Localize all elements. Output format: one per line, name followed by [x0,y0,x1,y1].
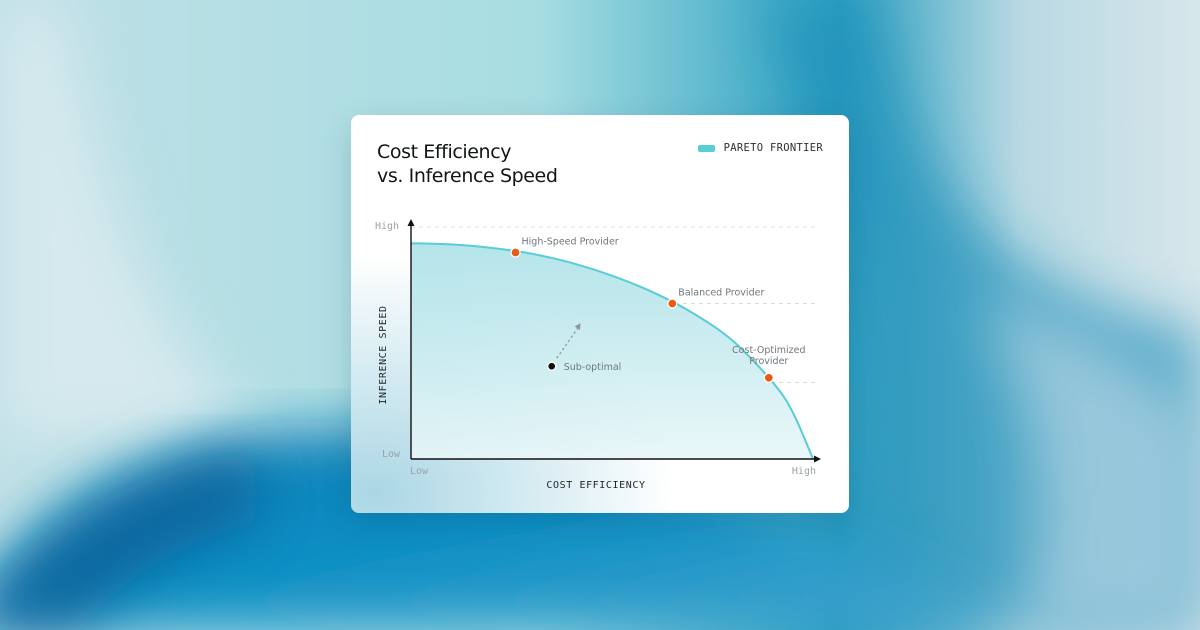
y-axis-title: INFERENCE SPEED [378,305,389,404]
data-point-label-2: Cost-Optimized Provider [732,345,805,367]
legend-label: PARETO FRONTIER [723,142,823,154]
chart-card: Cost Efficiency vs. Inference Speed PARE… [351,115,849,513]
data-point-2 [763,372,774,383]
frontier-area [411,243,813,459]
frontier-line [410,242,814,460]
improvement-arrow [556,327,579,359]
y-axis-arrowhead [407,219,415,226]
data-point-label-3: Sub-optimal [564,362,622,373]
data-points: High-Speed Provider Balanced Provider Cost… [510,237,806,383]
y-tick-high: High [375,221,399,232]
x-axis-arrowhead [814,455,821,463]
plot-area: High Low Low High COST EFFICIENCY INFERE… [375,219,821,491]
legend: PARETO FRONTIER [697,142,823,154]
data-point-label-0: High-Speed Provider [522,237,619,248]
chart-title: Cost Efficiency vs. Inference Speed [377,140,558,188]
data-point-label-1: Balanced Provider [678,288,764,299]
y-tick-low: Low [382,449,401,460]
x-tick-low: Low [410,466,429,477]
x-tick-high: High [792,466,816,477]
data-point-3 [547,361,557,371]
data-point-0 [510,247,521,258]
data-point-1 [667,298,678,309]
chart-title-line-2: vs. Inference Speed [377,165,558,187]
x-axis-title: COST EFFICIENCY [546,480,645,491]
legend-swatch [697,144,715,152]
improvement-arrowhead [574,323,581,331]
chart-title-line-1: Cost Efficiency [377,141,512,163]
